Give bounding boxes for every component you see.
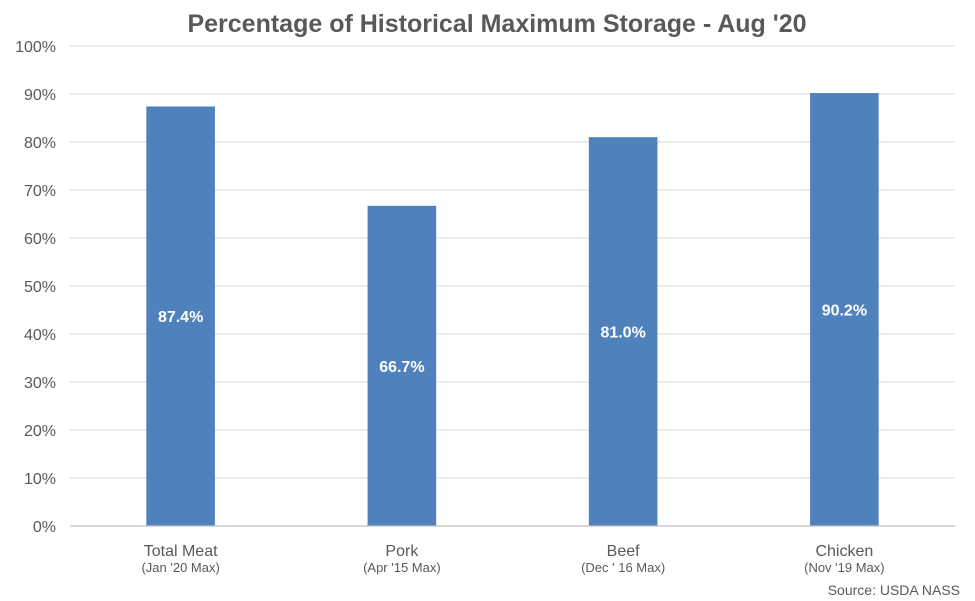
y-tick-label: 50% bbox=[24, 279, 56, 296]
category-label: Chicken bbox=[815, 543, 873, 560]
y-tick-label: 0% bbox=[33, 519, 56, 536]
y-tick-label: 70% bbox=[24, 183, 56, 200]
category-sublabel: (Nov '19 Max) bbox=[804, 560, 885, 575]
y-tick-label: 90% bbox=[24, 87, 56, 104]
y-tick-label: 100% bbox=[15, 39, 56, 56]
data-label: 81.0% bbox=[600, 325, 645, 342]
y-tick-label: 60% bbox=[24, 231, 56, 248]
y-tick-label: 30% bbox=[24, 375, 56, 392]
y-axis-ticks: 0% 10% 20% 30% 40% 50% 60% 70% 80% 90% 100% bbox=[15, 39, 56, 536]
bar bbox=[810, 93, 879, 526]
y-tick-label: 40% bbox=[24, 327, 56, 344]
category-label: Beef bbox=[607, 543, 640, 560]
bars bbox=[146, 93, 879, 526]
data-label: 87.4% bbox=[158, 309, 203, 326]
category-sublabel: (Dec ' 16 Max) bbox=[581, 560, 665, 575]
category-sublabel: (Jan '20 Max) bbox=[141, 560, 219, 575]
data-label: 66.7% bbox=[379, 359, 424, 376]
data-labels: 87.4% 66.7% 81.0% 90.2% bbox=[158, 303, 867, 376]
category-sublabel: (Apr '15 Max) bbox=[363, 560, 441, 575]
y-tick-label: 80% bbox=[24, 135, 56, 152]
chart-title: Percentage of Historical Maximum Storage… bbox=[187, 10, 806, 38]
category-label: Pork bbox=[385, 543, 419, 560]
x-axis-categories: Total Meat(Jan '20 Max) Pork(Apr '15 Max)… bbox=[141, 543, 884, 575]
bar bbox=[367, 205, 437, 526]
data-label: 90.2% bbox=[822, 303, 867, 320]
category-label: Total Meat bbox=[144, 543, 218, 560]
gridlines bbox=[70, 45, 955, 479]
source-note: Source: USDA NASS bbox=[828, 582, 960, 598]
y-tick-label: 10% bbox=[24, 471, 56, 488]
bar bbox=[588, 137, 658, 526]
y-tick-label: 20% bbox=[24, 423, 56, 440]
bar bbox=[146, 106, 215, 526]
